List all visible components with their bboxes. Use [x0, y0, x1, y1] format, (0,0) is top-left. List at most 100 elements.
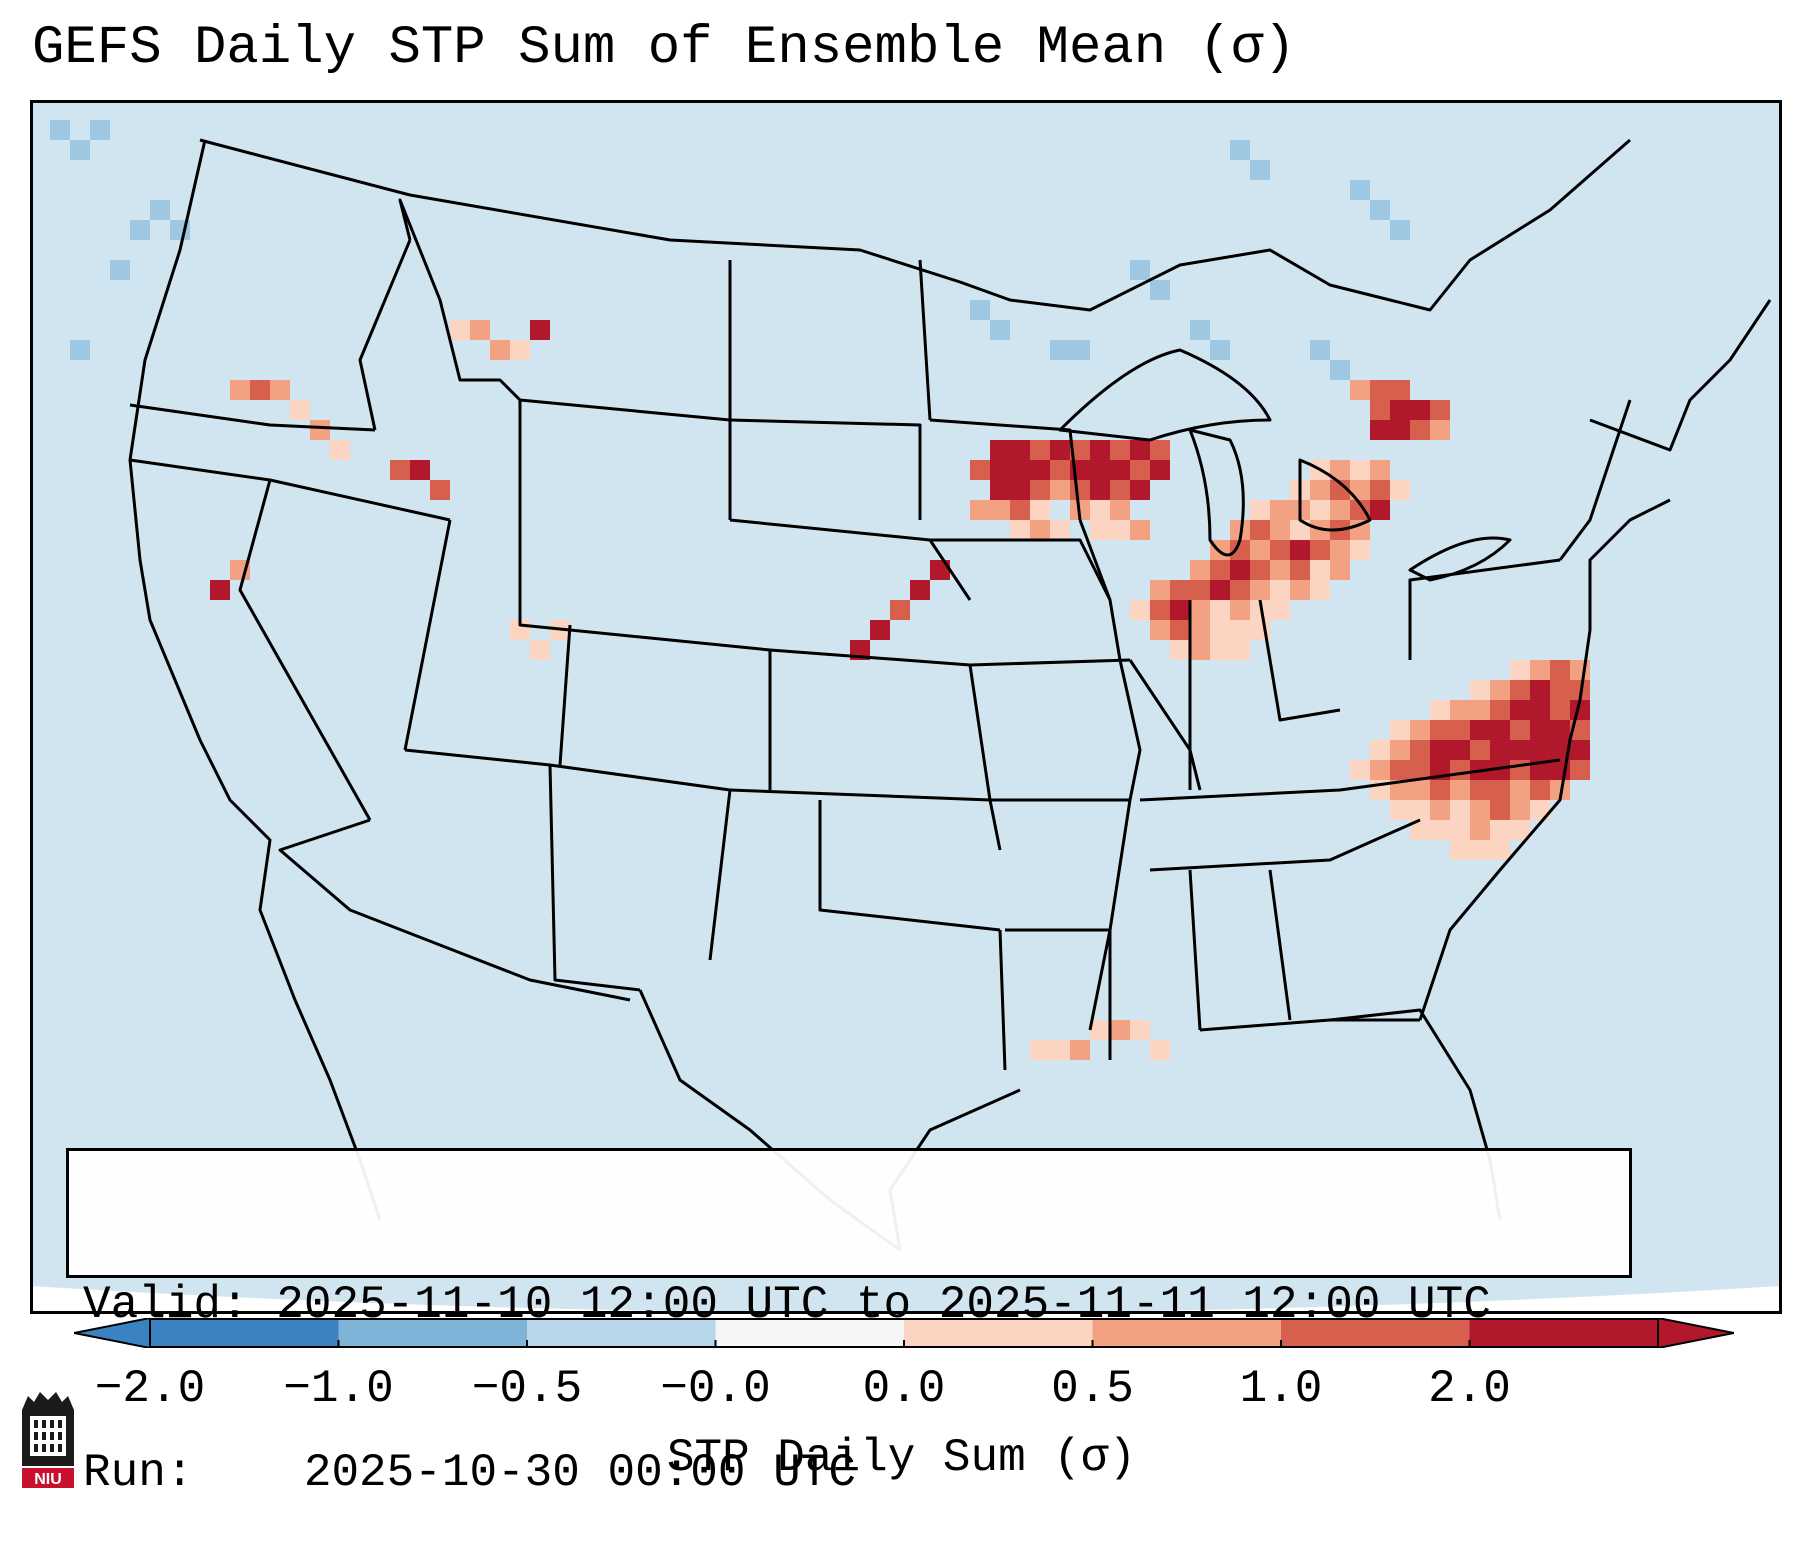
- anomaly-cell: [1050, 340, 1070, 360]
- anomaly-cell: [1350, 500, 1370, 520]
- anomaly-cell: [1390, 400, 1410, 420]
- colorbar-tick-label: 1.0: [1239, 1363, 1323, 1415]
- anomaly-cell: [1110, 460, 1130, 480]
- anomaly-cell: [1250, 540, 1270, 560]
- anomaly-cell: [1550, 680, 1570, 700]
- anomaly-cell: [1350, 380, 1370, 400]
- anomaly-cell: [1190, 560, 1210, 580]
- anomaly-cell: [1150, 440, 1170, 460]
- anomaly-cell: [1070, 480, 1090, 500]
- anomaly-cell: [1510, 800, 1530, 820]
- anomaly-cell: [1430, 700, 1450, 720]
- anomaly-cell: [1370, 760, 1390, 780]
- anomaly-cell: [1250, 160, 1270, 180]
- anomaly-cell: [1150, 620, 1170, 640]
- anomaly-cell: [70, 340, 90, 360]
- anomaly-cell: [1010, 520, 1030, 540]
- colorbar-extend-low: [74, 1318, 151, 1348]
- anomaly-cell: [1210, 580, 1230, 600]
- anomaly-cell: [1310, 560, 1330, 580]
- anomaly-cell: [1510, 680, 1530, 700]
- anomaly-cell: [1250, 600, 1270, 620]
- anomaly-cell: [1390, 740, 1410, 760]
- anomaly-cell: [1050, 440, 1070, 460]
- anomaly-cell: [1230, 580, 1250, 600]
- colorbar-tick-label: 0.5: [1051, 1363, 1134, 1415]
- anomaly-cell: [1470, 840, 1490, 860]
- anomaly-cell: [1430, 740, 1450, 760]
- anomaly-cell: [1270, 580, 1290, 600]
- anomaly-cell: [1290, 560, 1310, 580]
- colorbar-bin: [904, 1318, 1093, 1348]
- anomaly-cell: [1070, 440, 1090, 460]
- colorbar-tick-label: −0.5: [471, 1363, 583, 1415]
- anomaly-cell: [50, 120, 70, 140]
- anomaly-cell: [270, 380, 290, 400]
- anomaly-cell: [1270, 600, 1290, 620]
- colorbar-label: STP Daily Sum (σ): [666, 1432, 1137, 1484]
- anomaly-cell: [1050, 1040, 1070, 1060]
- anomaly-cell: [1370, 200, 1390, 220]
- anomaly-cell: [1250, 520, 1270, 540]
- anomaly-cell: [1390, 760, 1410, 780]
- anomaly-cell: [1270, 560, 1290, 580]
- anomaly-cell: [1470, 700, 1490, 720]
- anomaly-cell: [970, 460, 990, 480]
- anomaly-cell: [1490, 820, 1510, 840]
- colorbar-bin: [1469, 1318, 1659, 1348]
- anomaly-cell: [1030, 520, 1050, 540]
- anomaly-cell: [1110, 1020, 1130, 1040]
- anomaly-cell: [1430, 400, 1450, 420]
- anomaly-cell: [1570, 760, 1590, 780]
- anomaly-cell: [1230, 640, 1250, 660]
- anomaly-cell: [1390, 220, 1410, 240]
- anomaly-cell: [1430, 780, 1450, 800]
- run-value: 2025-10-30 00:00 UTC: [303, 1447, 856, 1499]
- stp-anomaly-cells: [50, 120, 1590, 1060]
- anomaly-cell: [150, 200, 170, 220]
- anomaly-cell: [1290, 520, 1310, 540]
- colorbar-bin: [1281, 1318, 1470, 1348]
- anomaly-cell: [1270, 500, 1290, 520]
- anomaly-cell: [1210, 600, 1230, 620]
- anomaly-cell: [1370, 400, 1390, 420]
- anomaly-cell: [1230, 620, 1250, 640]
- anomaly-cell: [1130, 260, 1150, 280]
- anomaly-cell: [1170, 640, 1190, 660]
- anomaly-cell: [1190, 600, 1210, 620]
- anomaly-cell: [1170, 580, 1190, 600]
- anomaly-cell: [1230, 600, 1250, 620]
- anomaly-cell: [1390, 480, 1410, 500]
- anomaly-cell: [1010, 440, 1030, 460]
- anomaly-cell: [1190, 620, 1210, 640]
- anomaly-cell: [430, 480, 450, 500]
- anomaly-cell: [1130, 1020, 1150, 1040]
- colorbar-tick-label: 2.0: [1428, 1363, 1511, 1415]
- anomaly-cell: [310, 420, 330, 440]
- anomaly-cell: [1330, 560, 1350, 580]
- valid-row: Valid: 2025-11-10 12:00 UTC to 2025-11-1…: [83, 1277, 1629, 1333]
- colorbar-tick-label: −0.0: [660, 1363, 771, 1415]
- anomaly-cell: [210, 580, 230, 600]
- anomaly-cell: [1210, 560, 1230, 580]
- anomaly-cell: [1050, 480, 1070, 500]
- anomaly-cell: [1350, 460, 1370, 480]
- anomaly-cell: [1190, 320, 1210, 340]
- anomaly-cell: [970, 300, 990, 320]
- anomaly-cell: [1450, 760, 1470, 780]
- anomaly-cell: [1190, 640, 1210, 660]
- anomaly-cell: [1490, 740, 1510, 760]
- anomaly-cell: [1410, 420, 1430, 440]
- anomaly-cell: [1490, 800, 1510, 820]
- anomaly-cell: [1410, 780, 1430, 800]
- anomaly-cell: [1210, 340, 1230, 360]
- anomaly-cell: [1490, 700, 1510, 720]
- anomaly-cell: [1250, 580, 1270, 600]
- anomaly-cell: [1510, 720, 1530, 740]
- anomaly-cell: [1570, 660, 1590, 680]
- colorbar: [74, 1318, 1734, 1348]
- anomaly-cell: [990, 440, 1010, 460]
- colorbar-bin: [1092, 1318, 1282, 1348]
- anomaly-cell: [1230, 560, 1250, 580]
- anomaly-cell: [1550, 780, 1570, 800]
